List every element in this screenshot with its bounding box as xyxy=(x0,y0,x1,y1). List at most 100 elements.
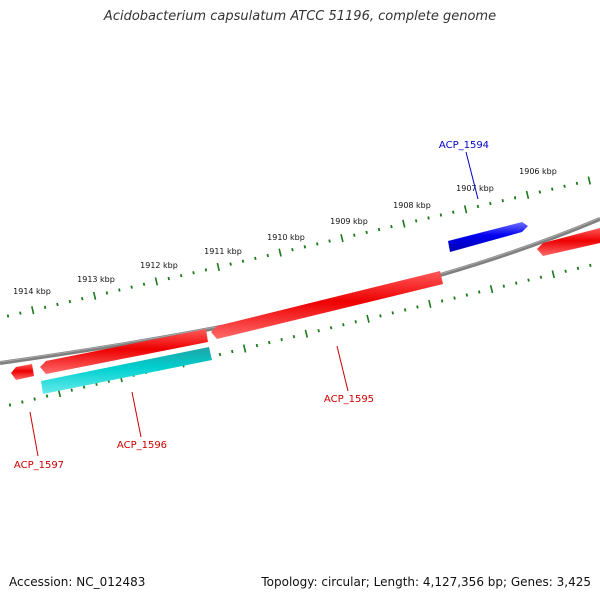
topology-label: Topology: circular; Length: 4,127,356 bp… xyxy=(261,575,591,589)
gene-red-segment[interactable] xyxy=(40,329,208,374)
outer-major-tick xyxy=(463,205,468,214)
kbp-label-1906: 1906 kbp xyxy=(519,167,557,176)
outer-minor-tick xyxy=(303,245,307,249)
outer-major-tick xyxy=(278,248,282,257)
leader-ACP_1597 xyxy=(29,411,39,457)
inner-minor-tick xyxy=(539,275,543,279)
outer-major-tick xyxy=(154,277,159,286)
outer-major-tick xyxy=(340,234,344,243)
outer-minor-tick xyxy=(229,262,232,266)
kbp-label-1909: 1909 kbp xyxy=(330,217,368,226)
inner-minor-tick xyxy=(416,305,419,309)
leader-ACP_1594 xyxy=(465,151,479,200)
inner-minor-tick xyxy=(82,385,86,389)
outer-minor-tick xyxy=(118,288,121,292)
inner-major-tick xyxy=(489,285,494,294)
inner-minor-tick xyxy=(280,337,283,342)
outer-major-tick xyxy=(31,306,35,315)
outer-minor-tick xyxy=(563,184,566,188)
gene-ACP_1595[interactable] xyxy=(211,271,443,339)
outer-minor-tick xyxy=(427,216,430,220)
inner-minor-tick xyxy=(564,269,567,273)
inner-minor-tick xyxy=(354,320,357,324)
outer-minor-tick xyxy=(43,305,47,309)
inner-minor-tick xyxy=(70,388,73,392)
inner-minor-tick xyxy=(589,263,592,268)
kbp-label-1914: 1914 kbp xyxy=(13,287,51,296)
outer-minor-tick xyxy=(291,247,294,252)
inner-minor-tick xyxy=(440,299,444,303)
outer-minor-tick xyxy=(513,196,517,200)
inner-minor-tick xyxy=(21,400,24,404)
inner-minor-tick xyxy=(317,328,320,333)
outer-minor-tick xyxy=(68,299,72,304)
kbp-label-1908: 1908 kbp xyxy=(393,201,431,210)
gene-label-ACP_1594[interactable]: ACP_1594 xyxy=(439,140,489,151)
outer-minor-tick xyxy=(254,256,257,261)
inner-minor-tick xyxy=(527,278,530,282)
outer-minor-tick xyxy=(538,190,542,194)
inner-minor-tick xyxy=(255,343,259,348)
kbp-label-1911: 1911 kbp xyxy=(204,247,242,256)
outer-minor-tick xyxy=(414,219,418,223)
gene-ACP_1596[interactable] xyxy=(41,347,212,394)
outer-minor-tick xyxy=(353,233,356,237)
gene-label-ACP_1596[interactable]: ACP_1596 xyxy=(117,440,167,451)
outer-minor-tick xyxy=(575,181,579,186)
outer-minor-tick xyxy=(142,282,146,286)
kbp-label-1910: 1910 kbp xyxy=(267,233,305,242)
outer-minor-tick xyxy=(439,213,443,217)
outer-major-tick xyxy=(216,262,220,272)
leader-ACP_1596 xyxy=(131,391,142,438)
outer-minor-tick xyxy=(365,230,368,235)
gene-partial-right[interactable] xyxy=(537,228,600,256)
inner-minor-tick xyxy=(465,293,469,297)
outer-major-tick xyxy=(402,219,406,228)
inner-minor-tick xyxy=(478,290,481,294)
outer-minor-tick xyxy=(167,276,170,281)
outer-minor-tick xyxy=(130,285,133,289)
inner-minor-tick xyxy=(45,394,49,398)
outer-minor-tick xyxy=(266,253,269,258)
gene-label-ACP_1597[interactable]: ACP_1597 xyxy=(14,460,64,471)
inner-minor-tick xyxy=(268,340,271,345)
outer-minor-tick xyxy=(489,201,492,206)
kbp-label-1912: 1912 kbp xyxy=(140,261,178,270)
outer-major-tick xyxy=(587,176,591,185)
inner-major-tick xyxy=(304,329,309,338)
outer-minor-tick xyxy=(105,291,109,295)
inner-major-tick xyxy=(366,314,370,323)
inner-minor-tick xyxy=(342,323,345,327)
inner-minor-tick xyxy=(292,334,296,339)
inner-major-tick xyxy=(242,344,247,353)
inner-minor-tick xyxy=(576,266,580,271)
outer-minor-tick xyxy=(179,273,183,278)
outer-minor-tick xyxy=(241,259,245,263)
gene-ACP_1594[interactable] xyxy=(448,222,528,252)
inner-minor-tick xyxy=(33,397,36,401)
inner-minor-tick xyxy=(8,403,12,407)
inner-minor-tick xyxy=(329,326,333,330)
inner-minor-tick xyxy=(391,311,394,315)
outer-minor-tick xyxy=(19,311,22,315)
outer-minor-tick xyxy=(390,224,393,229)
inner-major-tick xyxy=(428,299,432,308)
gene-label-ACP_1595[interactable]: ACP_1595 xyxy=(324,394,374,405)
accession-label: Accession: NC_012483 xyxy=(9,575,146,589)
inner-minor-tick xyxy=(218,352,222,357)
gene-small-red[interactable] xyxy=(11,364,34,380)
outer-major-tick xyxy=(92,291,97,300)
outer-minor-tick xyxy=(377,227,381,232)
outer-minor-tick xyxy=(551,187,554,191)
inner-minor-tick xyxy=(453,296,456,300)
outer-minor-tick xyxy=(316,242,319,246)
outer-minor-tick xyxy=(328,239,331,243)
outer-major-tick xyxy=(525,190,530,199)
inner-major-tick xyxy=(551,270,555,279)
outer-minor-tick xyxy=(476,204,480,209)
outer-minor-tick xyxy=(501,198,504,203)
inner-minor-tick xyxy=(403,308,407,312)
leader-ACP_1595 xyxy=(336,345,349,392)
inner-minor-tick xyxy=(379,314,382,318)
